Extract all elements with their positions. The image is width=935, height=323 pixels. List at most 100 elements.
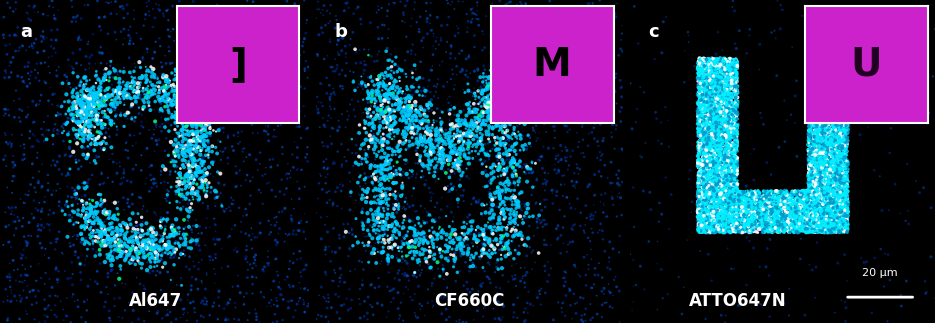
Point xyxy=(698,219,713,224)
Point xyxy=(840,74,855,79)
Point xyxy=(747,219,762,224)
Point xyxy=(827,165,842,171)
Point xyxy=(500,241,515,246)
Point xyxy=(320,172,335,177)
Point xyxy=(693,208,708,214)
Point xyxy=(811,151,826,157)
Point xyxy=(164,253,179,258)
Point xyxy=(526,75,541,80)
Point xyxy=(703,145,718,150)
Point xyxy=(49,265,64,270)
Point xyxy=(437,277,452,282)
Point xyxy=(224,227,239,232)
Point xyxy=(697,190,712,195)
Point xyxy=(825,204,840,210)
Point xyxy=(103,244,118,249)
Point xyxy=(201,145,216,151)
Point xyxy=(725,125,740,130)
Point xyxy=(724,210,739,215)
Point xyxy=(832,196,847,202)
Point xyxy=(833,160,848,165)
Point xyxy=(260,254,275,259)
Point xyxy=(693,164,708,170)
Point xyxy=(784,208,798,213)
Point xyxy=(180,180,195,185)
Point xyxy=(189,125,204,130)
Point xyxy=(802,80,817,86)
Point xyxy=(834,156,849,162)
Point xyxy=(691,143,706,148)
Point xyxy=(188,162,203,167)
Point xyxy=(580,92,595,97)
Point xyxy=(770,220,785,225)
Point xyxy=(182,99,197,104)
Point xyxy=(260,304,275,309)
Point xyxy=(833,213,848,218)
Point xyxy=(407,250,422,255)
Point xyxy=(801,179,816,184)
Point xyxy=(710,207,725,213)
Point xyxy=(740,204,755,209)
Point xyxy=(508,247,523,253)
Point xyxy=(484,11,499,16)
Point xyxy=(710,206,725,212)
Point xyxy=(716,189,731,194)
Point xyxy=(188,68,203,74)
Point xyxy=(186,147,201,152)
Point xyxy=(206,10,221,15)
Point xyxy=(696,203,711,209)
Point xyxy=(194,280,209,286)
Point xyxy=(833,181,848,186)
Point xyxy=(169,179,184,184)
Point xyxy=(721,75,736,80)
Point xyxy=(715,57,730,62)
Point xyxy=(730,99,745,104)
Point xyxy=(81,197,96,202)
Point xyxy=(822,151,837,157)
Point xyxy=(178,96,193,101)
Point xyxy=(153,60,168,65)
Point xyxy=(183,176,198,181)
Point xyxy=(717,98,732,103)
Point xyxy=(722,221,737,226)
Point xyxy=(507,213,522,218)
Point xyxy=(809,169,824,174)
Point xyxy=(181,104,196,109)
Point xyxy=(726,104,741,109)
Point xyxy=(810,189,825,194)
Point xyxy=(834,180,849,185)
Point xyxy=(505,199,520,204)
Point xyxy=(507,105,522,110)
Point xyxy=(695,227,710,233)
Point xyxy=(831,220,846,225)
Point xyxy=(46,188,61,193)
Point xyxy=(460,287,475,292)
Point xyxy=(784,203,798,208)
Point xyxy=(391,142,406,148)
Point xyxy=(437,160,452,165)
Point xyxy=(797,204,812,209)
Point xyxy=(704,224,719,229)
Point xyxy=(424,159,439,164)
Point xyxy=(716,221,731,226)
Point xyxy=(827,120,842,126)
Point xyxy=(712,213,727,218)
Point xyxy=(488,70,503,76)
Point xyxy=(839,117,854,122)
Point xyxy=(413,270,428,276)
Point xyxy=(431,266,446,271)
Point xyxy=(834,209,849,214)
Point xyxy=(813,110,828,116)
Point xyxy=(100,234,115,239)
Point xyxy=(832,227,847,232)
Point xyxy=(825,114,840,119)
Point xyxy=(143,245,158,250)
Point xyxy=(180,94,195,99)
Point xyxy=(729,161,744,166)
Point xyxy=(654,212,669,217)
Point xyxy=(86,210,101,215)
Point xyxy=(195,201,210,206)
Point xyxy=(793,203,808,208)
Point xyxy=(180,182,195,188)
Point xyxy=(533,155,548,160)
